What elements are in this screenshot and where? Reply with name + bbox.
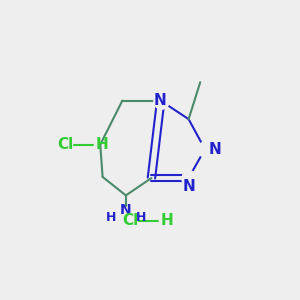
Text: H: H <box>136 211 146 224</box>
Text: N: N <box>208 142 221 157</box>
Text: Cl: Cl <box>122 213 139 228</box>
Text: N: N <box>182 179 195 194</box>
Text: Cl: Cl <box>57 137 74 152</box>
Text: H: H <box>106 211 116 224</box>
Text: H: H <box>96 137 108 152</box>
Text: H: H <box>161 213 173 228</box>
Text: N: N <box>153 93 166 108</box>
Text: N: N <box>120 203 132 218</box>
